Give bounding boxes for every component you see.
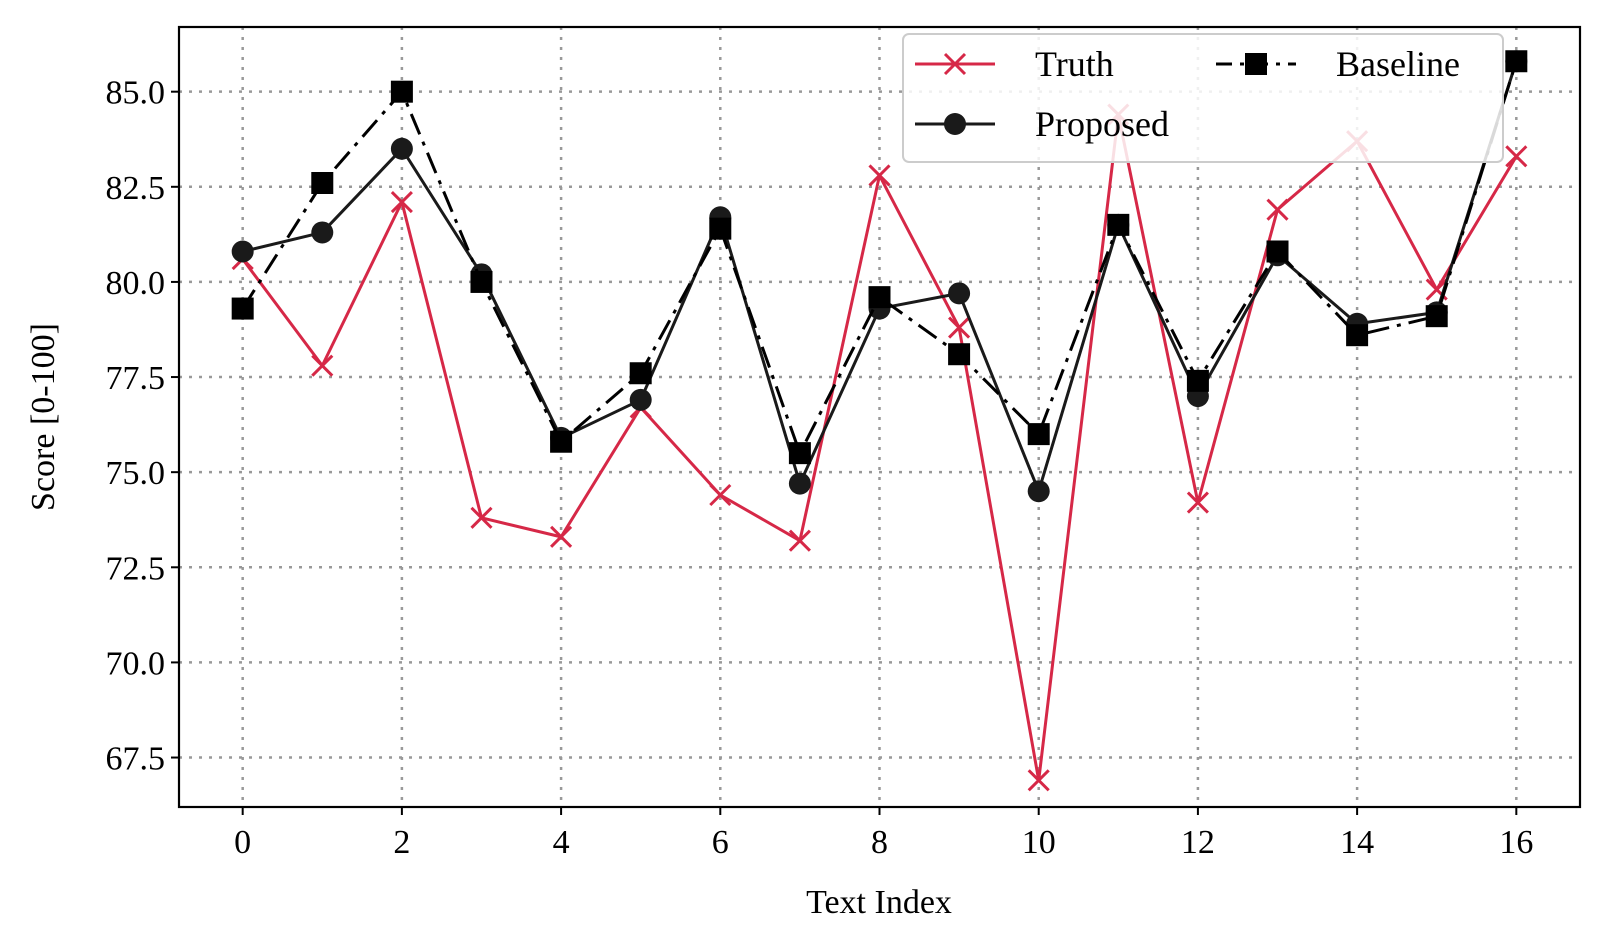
data-point-baseline (1027, 423, 1050, 446)
x-tick-label: 14 (1340, 824, 1374, 861)
data-point-baseline (1266, 240, 1289, 263)
data-point-baseline (629, 362, 652, 385)
data-point-truth (948, 316, 971, 339)
legend-entry-baseline: Baseline (1216, 44, 1460, 84)
data-point-baseline (470, 270, 493, 293)
data-point-truth (868, 164, 891, 187)
data-point-proposed (948, 282, 971, 305)
series-baseline (231, 50, 1528, 465)
y-axis-label: Score [0-100] (25, 323, 62, 511)
data-point-truth (390, 190, 413, 214)
legend-marker-baseline (1245, 53, 1267, 75)
x-axis-ticks: 0 2 4 6 8 10 12 14 16 (234, 807, 1533, 861)
y-tick-label: 70.0 (106, 645, 166, 682)
data-point-truth (1505, 145, 1528, 168)
data-point-baseline (1505, 50, 1528, 73)
y-tick-label: 80.0 (106, 265, 166, 302)
data-point-baseline (390, 80, 413, 103)
data-point-truth (550, 525, 573, 548)
data-point-truth (470, 506, 493, 529)
data-point-baseline (1346, 324, 1369, 347)
data-point-proposed (788, 472, 811, 495)
legend-marker-truth (943, 52, 967, 76)
data-point-baseline (868, 286, 891, 309)
data-point-truth (788, 529, 811, 552)
data-point-truth (1186, 491, 1209, 514)
data-point-baseline (231, 297, 254, 320)
x-tick-label: 6 (712, 824, 729, 861)
data-point-baseline (948, 343, 971, 366)
data-point-baseline (788, 442, 811, 465)
data-point-proposed (311, 221, 334, 244)
x-tick-label: 12 (1181, 824, 1215, 861)
y-tick-label: 77.5 (106, 360, 166, 397)
x-axis-label: Text Index (806, 884, 952, 921)
x-tick-label: 2 (393, 824, 410, 861)
data-point-proposed (629, 388, 652, 411)
y-axis-ticks: 67.5 70.0 72.5 75.0 77.5 80.0 82.5 85.0 (106, 75, 179, 778)
legend-entry-truth: Truth (915, 44, 1114, 84)
data-point-baseline (550, 430, 573, 453)
x-tick-label: 16 (1499, 824, 1533, 861)
y-tick-label: 82.5 (106, 170, 166, 207)
data-point-proposed (1027, 480, 1050, 503)
y-tick-label: 72.5 (106, 550, 166, 587)
data-point-proposed (390, 137, 413, 160)
legend-label-baseline: Baseline (1336, 44, 1460, 84)
legend: Truth Proposed Baseline (902, 33, 1504, 163)
data-point-truth (1266, 198, 1289, 221)
data-point-baseline (311, 172, 334, 194)
legend-entry-proposed: Proposed (915, 104, 1169, 144)
data-point-baseline (1107, 213, 1130, 236)
y-tick-label: 67.5 (106, 741, 166, 778)
legend-marker-proposed (944, 113, 966, 135)
data-point-truth (311, 354, 334, 377)
data-point-baseline (1425, 305, 1448, 328)
data-point-baseline (709, 217, 732, 240)
x-tick-label: 8 (871, 824, 888, 861)
data-point-truth (1027, 769, 1050, 792)
legend-box (902, 33, 1504, 163)
y-tick-label: 75.0 (106, 455, 166, 492)
y-tick-label: 85.0 (106, 75, 166, 112)
x-tick-label: 0 (234, 824, 251, 861)
data-point-baseline (1186, 369, 1209, 392)
legend-label-proposed: Proposed (1035, 104, 1169, 144)
legend-label-truth: Truth (1035, 44, 1114, 84)
data-point-proposed (231, 240, 254, 263)
x-tick-label: 10 (1022, 824, 1056, 861)
data-point-truth (709, 483, 732, 507)
x-tick-label: 4 (553, 824, 570, 861)
